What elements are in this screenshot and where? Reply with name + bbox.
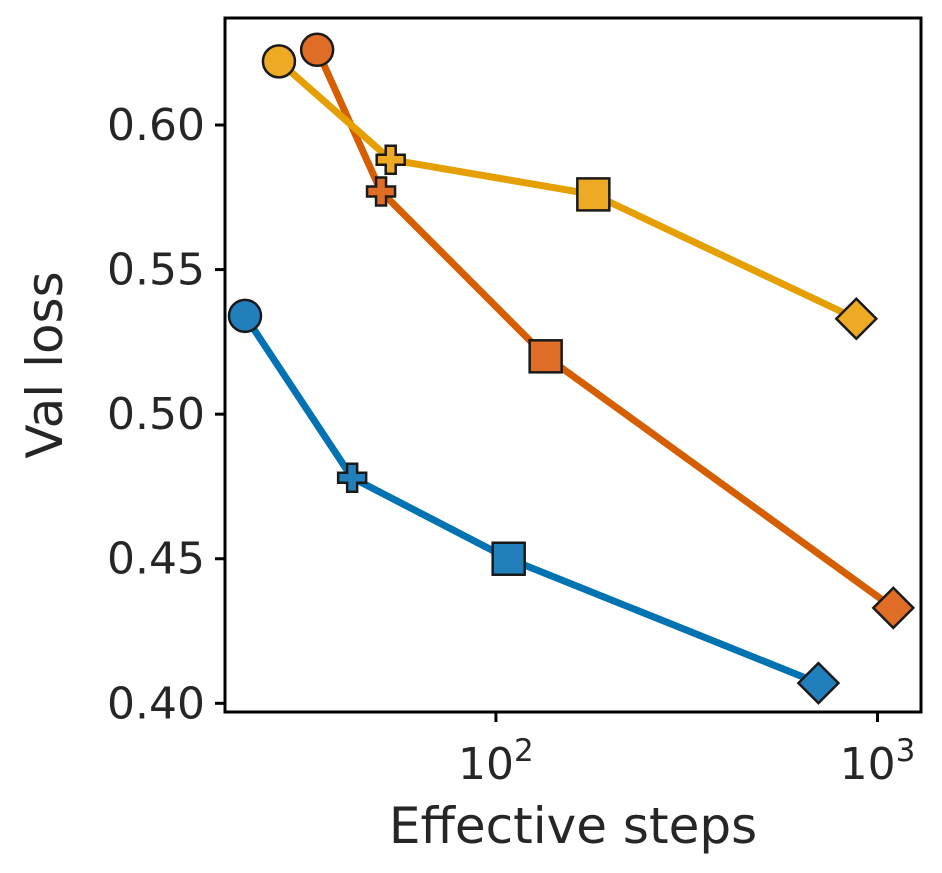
marker-orange-diamond <box>871 586 916 630</box>
x-axis-ticks: 102 103 <box>458 712 915 790</box>
series-line-blue <box>241 312 822 687</box>
series-markers <box>227 32 916 705</box>
x-axis-label: Effective steps <box>389 797 757 855</box>
y-tick-label: 0.60 <box>107 100 205 151</box>
marker-blue-square <box>491 541 526 576</box>
marker-blue-plus <box>336 462 368 494</box>
marker-orange-plus <box>365 176 397 207</box>
x-tick-label: 103 <box>840 733 916 790</box>
y-tick-label: 0.45 <box>107 534 205 585</box>
marker-yellow-square <box>576 177 611 212</box>
y-axis-label: Val loss <box>16 271 74 458</box>
y-tick-label: 0.40 <box>107 678 205 729</box>
marker-yellow-circle <box>261 44 297 79</box>
series-line-yellow <box>275 57 860 323</box>
y-tick-label: 0.50 <box>107 389 205 440</box>
plot-frame <box>223 16 923 714</box>
y-tick-label: 0.55 <box>107 245 205 296</box>
marker-blue-diamond <box>796 661 841 705</box>
marker-yellow-plus <box>375 144 406 175</box>
series-lines <box>241 46 897 687</box>
marker-yellow-diamond <box>834 296 879 341</box>
marker-blue-circle <box>227 298 263 334</box>
marker-orange-square <box>528 339 563 374</box>
series-line-orange <box>313 46 897 612</box>
y-axis-ticks: 0.40 0.45 0.50 0.55 0.60 <box>107 100 225 729</box>
marker-orange-circle <box>299 32 335 68</box>
x-tick-label: 102 <box>458 733 534 790</box>
